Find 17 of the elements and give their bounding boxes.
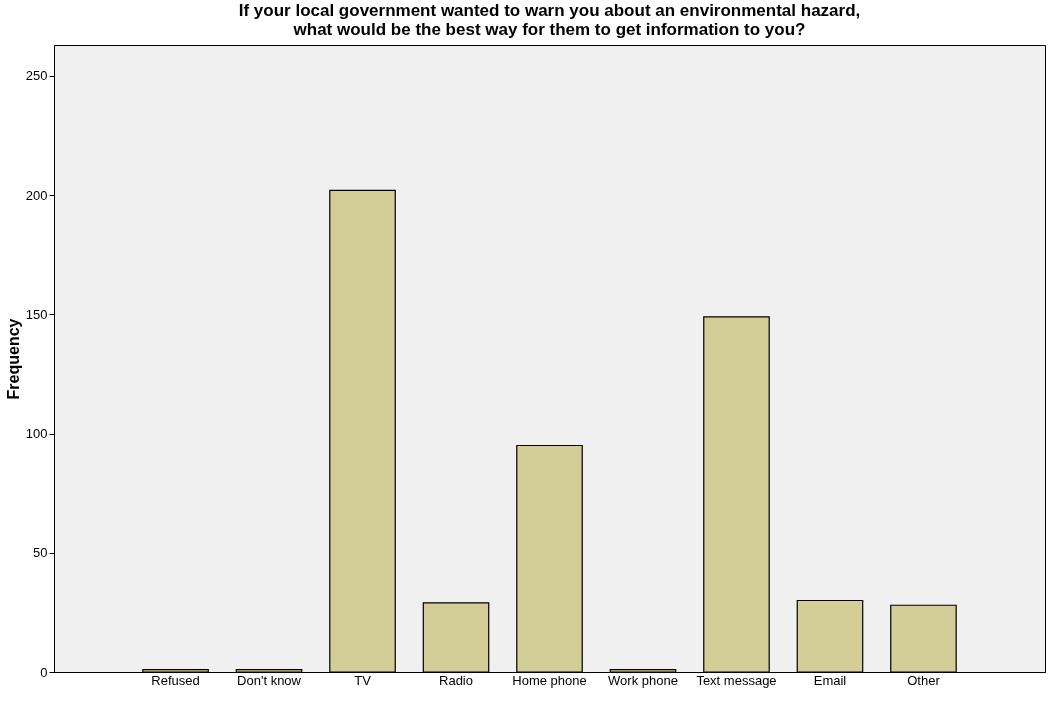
y-tick-label: 50: [33, 545, 48, 561]
x-tick-label: Work phone: [608, 672, 678, 688]
x-tick-label: Other: [907, 672, 941, 688]
y-tick-label: 100: [25, 426, 48, 442]
y-tick-label: 250: [25, 68, 48, 84]
y-axis-title: Frequency: [4, 318, 22, 400]
x-tick-label: Home phone: [512, 672, 587, 688]
y-tick-label: 150: [25, 306, 48, 322]
chart-title: If your local government wanted to warn you about an environmental hazard, what would be the best way for them to get information to you?: [238, 1, 861, 39]
x-tick-label: Refused: [151, 672, 200, 688]
x-tick-label: Radio: [439, 672, 473, 688]
x-tick-label: Email: [813, 672, 847, 688]
y-tick-label: 200: [25, 187, 48, 203]
y-tick-label: 0: [40, 664, 48, 680]
x-tick-label: TV: [354, 672, 372, 688]
x-tick-label: Don't know: [237, 672, 302, 688]
x-tick-label: Text message: [696, 672, 777, 688]
